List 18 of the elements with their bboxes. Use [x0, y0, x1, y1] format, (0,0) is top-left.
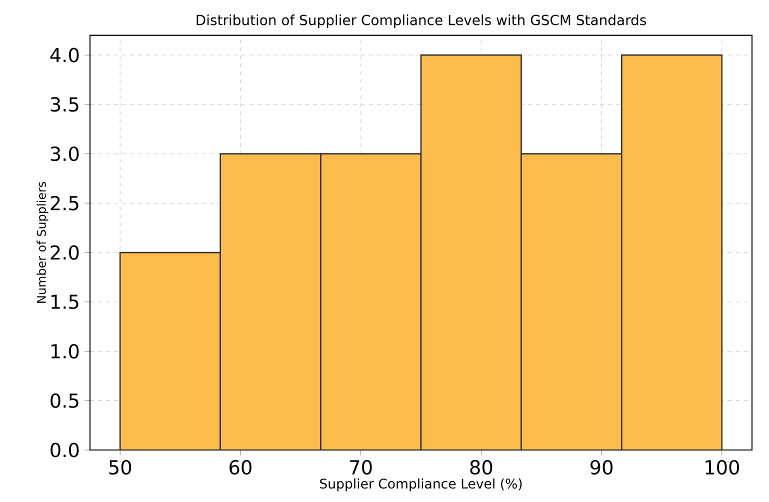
- y-tick-label: 1.0: [51, 344, 79, 359]
- y-tick-label: 3.0: [50, 146, 79, 162]
- x-tick-label: 80: [470, 460, 492, 475]
- y-tick-label: 0.5: [50, 393, 78, 408]
- y-tick-label: 0.0: [50, 442, 79, 458]
- x-tick-label: 90: [590, 460, 613, 475]
- y-tick-label: 1.5: [51, 294, 78, 310]
- y-tick-label: 2.0: [50, 245, 79, 260]
- y-tick-label: 3.5: [50, 97, 78, 112]
- x-axis-title: Supplier Compliance Level (%): [320, 478, 522, 492]
- y-tick-label: 4.0: [50, 48, 79, 62]
- y-axis-title: Number of Suppliers: [36, 182, 48, 303]
- x-tick-label: 70: [350, 460, 372, 475]
- chart-title: Distribution of Supplier Compliance Levels with GSCM Standards: [196, 14, 646, 28]
- x-tick-label: 60: [230, 460, 252, 475]
- x-tick-label: 100: [706, 460, 740, 475]
- x-tick-label: 50: [109, 460, 132, 475]
- y-tick-label: 2.5: [50, 196, 78, 210]
